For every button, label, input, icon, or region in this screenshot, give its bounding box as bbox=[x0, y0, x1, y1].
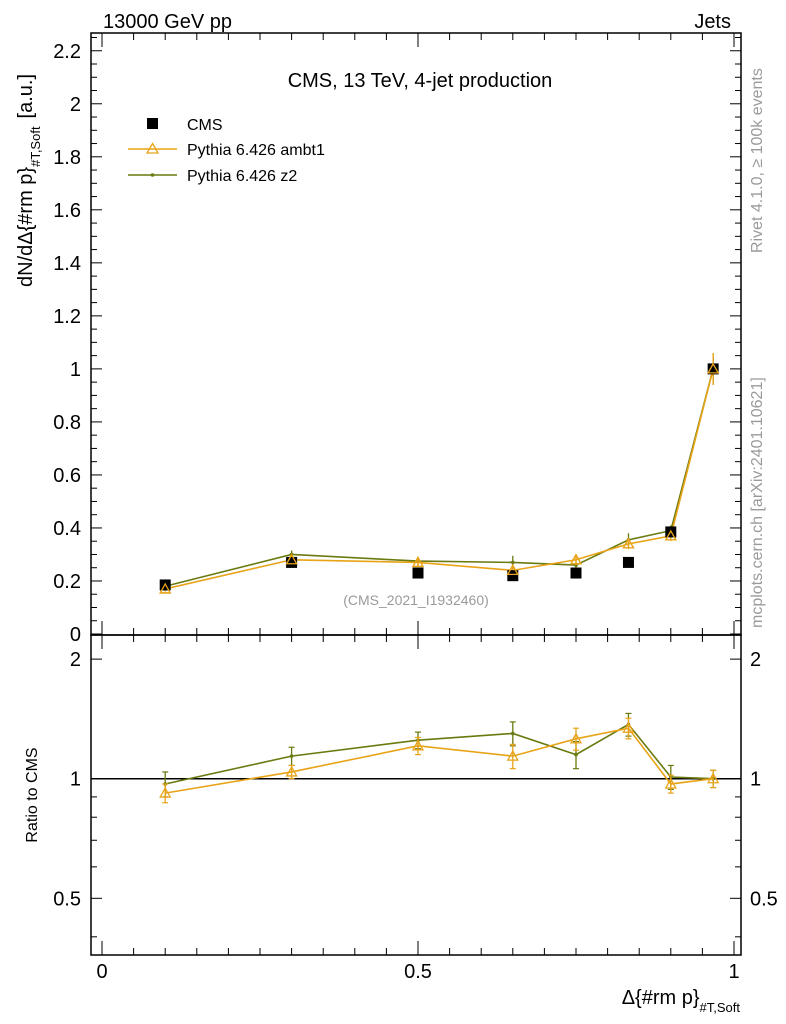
data-point-cms bbox=[570, 567, 582, 579]
ratio-ytick-labels: 0.5 0.5 1 1 2 2 bbox=[53, 649, 778, 910]
ratio-ytick-label: 1 bbox=[70, 769, 81, 791]
data-point-ambt1-overlay bbox=[664, 529, 677, 541]
data-point-cms bbox=[622, 556, 634, 568]
ratio-axis-ticks bbox=[91, 635, 741, 955]
main-plot-area bbox=[159, 352, 720, 594]
main-ylabel: dN/dΔ{#rm p}#T,Soft [a.u.] bbox=[15, 74, 43, 287]
legend-marker-ambt1 bbox=[145, 142, 160, 154]
main-ytick-label: 0.4 bbox=[53, 518, 81, 540]
ratio-point-z2 bbox=[289, 754, 294, 758]
ylabel-unit: [a.u.] bbox=[15, 74, 37, 118]
data-point-ambt1-overlay bbox=[285, 553, 298, 565]
ratio-ytick-label-right: 0.5 bbox=[750, 888, 778, 910]
header-left: 13000 GeV pp bbox=[103, 11, 232, 33]
ratio-point-ambt1 bbox=[159, 786, 172, 798]
ratio-frame bbox=[90, 634, 742, 956]
data-point-ambt1-overlay bbox=[159, 582, 172, 594]
data-point-ambt1-overlay bbox=[707, 362, 720, 374]
legend-label-cms: CMS bbox=[187, 117, 223, 134]
header-right: Jets bbox=[694, 11, 731, 33]
main-ytick-label: 2 bbox=[70, 94, 81, 116]
legend-marker-cms bbox=[147, 118, 158, 129]
main-ytick-label: 0.8 bbox=[53, 412, 81, 434]
data-point-ambt1-overlay bbox=[622, 537, 635, 549]
ratio-series-line-ambt1 bbox=[165, 727, 714, 794]
ratio-series-line-z2 bbox=[165, 723, 714, 785]
main-axis-ticks bbox=[91, 33, 741, 635]
ratio-point-ambt1 bbox=[506, 749, 519, 761]
data-point-cms bbox=[286, 556, 298, 568]
main-ytick-label: 0 bbox=[70, 624, 81, 646]
data-point-cms bbox=[707, 363, 719, 375]
legend-label-z2: Pythia 6.426 z2 bbox=[187, 168, 297, 185]
data-point-ambt1-overlay bbox=[411, 556, 425, 568]
series-line-z2 bbox=[165, 368, 714, 588]
ratio-point-ambt1 bbox=[622, 721, 635, 733]
xlabel-sub: #T,Soft bbox=[700, 1000, 741, 1015]
rivet-label: Rivet 4.1.0, ≥ 100k events bbox=[749, 68, 766, 253]
ratio-ytick-label: 0.5 bbox=[53, 888, 81, 910]
main-ytick-label: 1 bbox=[70, 359, 81, 381]
series-line-ambt1 bbox=[165, 368, 714, 590]
data-point-ambt1-overlay bbox=[569, 553, 583, 565]
ratio-panel: 0.5 0.51 12 2 0 0.5 1 Ratio to CMS Δ{#rm p}#T… bbox=[24, 634, 778, 1015]
svg-text:dN/dΔ{#rm p}#T,Soft[a.u.]: dN/dΔ{#rm p}#T,Soft [a.u.] bbox=[15, 74, 43, 287]
ratio-xtick-labels: 0 0.5 1 bbox=[96, 961, 739, 983]
ratio-plot-area bbox=[91, 712, 741, 804]
main-ytick-label: 1.2 bbox=[53, 306, 81, 328]
ratio-point-ambt1 bbox=[411, 739, 425, 751]
ylabel-main: dN/dΔ{#rm p} bbox=[15, 167, 37, 287]
data-point-cms bbox=[507, 570, 519, 582]
data-point-ambt1-overlay bbox=[506, 564, 519, 576]
ratio-ylabel: Ratio to CMS bbox=[24, 747, 41, 842]
ratio-xtick-label: 0.5 bbox=[404, 961, 432, 983]
main-ytick-label: 1.4 bbox=[53, 253, 81, 275]
legend-marker-z2 bbox=[150, 173, 155, 177]
x-axis-label: Δ{#rm p}#T,Soft bbox=[622, 987, 741, 1015]
main-title: CMS, 13 TeV, 4-jet production bbox=[288, 70, 553, 92]
legend: CMS Pythia 6.426 ambt1 Pythia 6.426 z2 bbox=[128, 117, 325, 185]
ratio-point-ambt1 bbox=[569, 732, 583, 744]
ratio-point-ambt1 bbox=[664, 777, 677, 789]
main-panel: 0 0.2 0.4 0.6 0.8 1 1.2 1.4 1.6 1.8 2 2.2 CMS, 13 T… bbox=[15, 32, 742, 646]
ratio-point-z2 bbox=[574, 752, 578, 757]
main-ytick-labels: 0 0.2 0.4 0.6 0.8 1 1.2 1.4 1.6 1.8 2 2.2 bbox=[53, 41, 81, 646]
ratio-ytick-label-right: 1 bbox=[750, 769, 761, 791]
main-ytick-label: 0.6 bbox=[53, 465, 81, 487]
ylabel-sub: #T,Soft bbox=[28, 126, 43, 167]
legend-label-ambt1: Pythia 6.426 ambt1 bbox=[187, 142, 325, 159]
main-ytick-label: 1.6 bbox=[53, 200, 81, 222]
ratio-point-ambt1 bbox=[285, 765, 298, 777]
data-point-z2 bbox=[511, 560, 515, 565]
mcplots-label: mcplots.cern.ch [arXiv:2401.10621] bbox=[749, 377, 766, 628]
data-point-cms bbox=[412, 567, 424, 579]
main-ytick-label: 1.8 bbox=[53, 147, 81, 169]
ratio-xtick-label: 0 bbox=[96, 961, 107, 983]
main-ytick-label: 0.2 bbox=[53, 571, 81, 593]
ratio-xtick-label: 1 bbox=[728, 961, 739, 983]
ratio-point-ambt1 bbox=[707, 772, 720, 784]
watermark: (CMS_2021_I1932460) bbox=[343, 592, 489, 608]
ratio-ytick-label-right: 2 bbox=[750, 649, 761, 671]
ratio-ytick-label: 2 bbox=[70, 649, 81, 671]
xlabel-main: Δ{#rm p} bbox=[622, 987, 700, 1009]
ratio-point-z2 bbox=[511, 731, 515, 736]
main-ytick-label: 2.2 bbox=[53, 41, 81, 63]
